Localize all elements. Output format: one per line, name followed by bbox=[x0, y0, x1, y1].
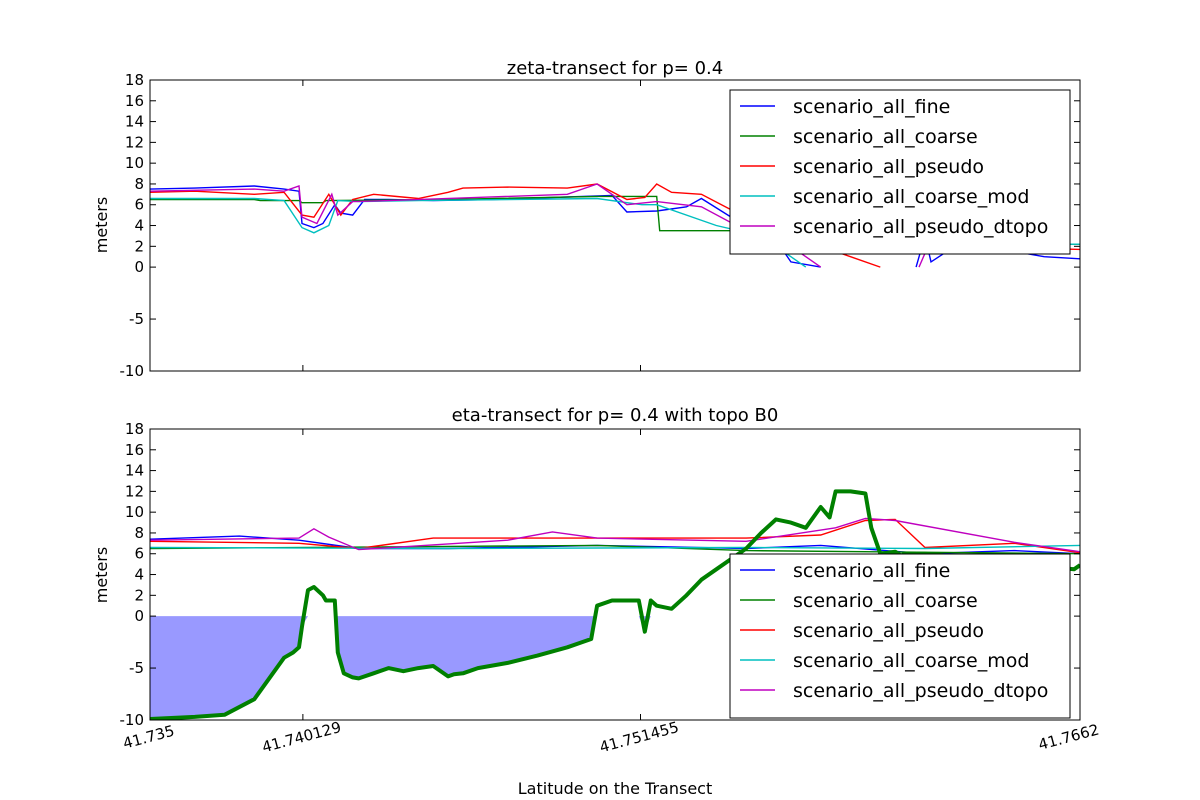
zeta-legend: scenario_all_fine scenario_all_coarsescen… bbox=[729, 89, 1071, 255]
eta-plot-area bbox=[150, 489, 1080, 720]
eta-ytick-label: 4 bbox=[134, 566, 144, 584]
zeta-ytick-label: 2 bbox=[134, 237, 144, 255]
zeta-legend-box bbox=[729, 89, 1071, 255]
eta-legend-label-scenario-all-coarse: scenario_all_coarse bbox=[793, 590, 978, 612]
eta-ytick-label: -5 bbox=[129, 659, 144, 677]
eta-series-scenario-all-pseudo-dtopo bbox=[150, 517, 1080, 553]
zeta-ytick-label: 0 bbox=[134, 258, 144, 276]
zeta-series-scenario-all-pseudo bbox=[150, 183, 881, 268]
zeta-ytick-label: 14 bbox=[125, 113, 144, 131]
zeta-ytick-label: 10 bbox=[125, 154, 144, 172]
eta-ytick-label: 18 bbox=[125, 420, 144, 438]
zeta-ytick-label: -10 bbox=[120, 362, 145, 380]
eta-ytick-label: 6 bbox=[134, 545, 144, 563]
topo-b0-line bbox=[150, 489, 1080, 720]
x-axis-label: Latitude on the Transect bbox=[518, 779, 713, 798]
eta-legend: scenario_all_fine scenario_all_coarsescen… bbox=[729, 553, 1071, 719]
zeta-ytick-label: 12 bbox=[125, 133, 144, 151]
eta-legend-label-scenario-all-coarse-mod: scenario_all_coarse_mod bbox=[793, 650, 1029, 672]
eta-legend-box bbox=[729, 553, 1071, 719]
zeta-legend-label-scenario-all-pseudo: scenario_all_pseudo bbox=[793, 156, 984, 178]
zeta-ytick-label: -5 bbox=[129, 310, 144, 328]
zeta-ytick-label: 6 bbox=[134, 196, 144, 214]
zeta-ytick-label: 4 bbox=[134, 217, 144, 235]
eta-ytick-label: 16 bbox=[125, 441, 144, 459]
zeta-legend-label-scenario-all-fine: scenario_all_fine bbox=[793, 96, 950, 118]
zeta-ytick-label: 16 bbox=[125, 92, 144, 110]
eta-ytick-label: -10 bbox=[120, 711, 145, 729]
eta-y-axis-label: meters bbox=[92, 547, 111, 603]
zeta-series-scenario-all-pseudo-dtopo bbox=[150, 183, 822, 268]
eta-legend-label-scenario-all-fine: scenario_all_fine bbox=[793, 560, 950, 582]
eta-legend-label-scenario-all-pseudo-dtopo: scenario_all_pseudo_dtopo bbox=[793, 680, 1048, 702]
eta-ytick-label: 8 bbox=[134, 524, 144, 542]
eta-ytick-label: 14 bbox=[125, 462, 144, 480]
zeta-transect-panel: zeta-transect for p= 0.4 meters -10 -5 0 2 4… bbox=[92, 58, 1081, 380]
eta-legend-label-scenario-all-pseudo: scenario_all_pseudo bbox=[793, 620, 984, 642]
eta-chart-title: eta-transect for p= 0.4 with topo B0 bbox=[452, 405, 779, 426]
eta-ytick-label: 12 bbox=[125, 482, 144, 500]
zeta-y-axis-label: meters bbox=[92, 197, 111, 253]
eta-ytick-label: 10 bbox=[125, 503, 144, 521]
eta-ytick-label: 2 bbox=[134, 586, 144, 604]
zeta-ytick-label: 18 bbox=[125, 71, 144, 89]
eta-ytick-label: 0 bbox=[134, 607, 144, 625]
zeta-legend-label-scenario-all-coarse-mod: scenario_all_coarse_mod bbox=[793, 186, 1029, 208]
zeta-legend-label-scenario-all-coarse: scenario_all_coarse bbox=[793, 126, 978, 148]
water-fill-area bbox=[150, 616, 1080, 719]
zeta-chart-title: zeta-transect for p= 0.4 bbox=[507, 58, 723, 79]
zeta-legend-label-scenario-all-pseudo-dtopo: scenario_all_pseudo_dtopo bbox=[793, 216, 1048, 238]
zeta-ytick-label: 8 bbox=[134, 175, 144, 193]
